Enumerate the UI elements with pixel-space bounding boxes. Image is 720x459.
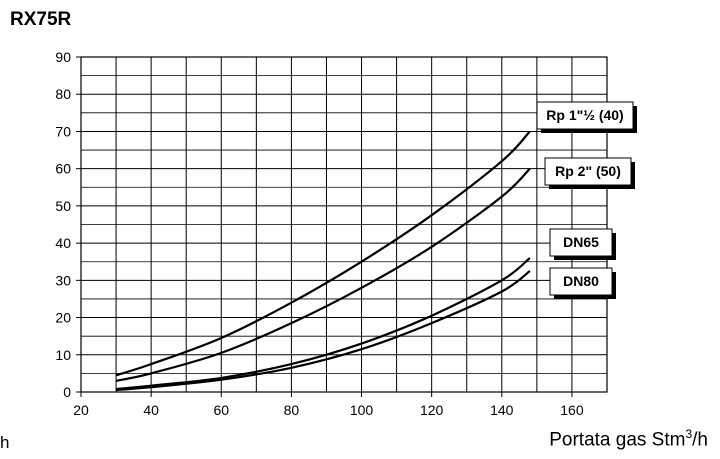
series-label-rp-1-half-40: Rp 1"½ (40) — [546, 107, 623, 123]
x-tick-label: 20 — [73, 402, 89, 418]
y-tick-label: 60 — [55, 161, 71, 177]
series-label-dn65-box — [549, 228, 613, 257]
series-label-dn65: DN65 — [563, 234, 599, 250]
y-tick-label: 90 — [55, 49, 71, 65]
x-tick-label: 60 — [213, 402, 229, 418]
axes: 0 10 20 30 40 50 60 70 80 90 20 40 60 80 100 120 140 160 — [55, 49, 608, 418]
series-label-rp-1-half-40-box — [536, 101, 634, 130]
x-axis-label: Portata gas Stm3/h — [549, 427, 708, 451]
y-tick-label: 20 — [55, 310, 71, 326]
x-axis-label-superscript: 3 — [685, 426, 693, 441]
y-tick-label: 40 — [55, 235, 71, 251]
cropped-text-fragment: h — [0, 433, 10, 452]
series-label-dn80-box — [549, 267, 613, 296]
x-axis-label-unit: /h — [692, 429, 708, 450]
x-tick-label: 120 — [420, 402, 444, 418]
y-tick-label: 70 — [55, 123, 71, 139]
y-tick-label: 0 — [63, 384, 71, 400]
series-line-dn65 — [116, 257, 531, 391]
x-tick-label: 80 — [284, 402, 300, 418]
y-tick-label: 10 — [55, 347, 71, 363]
series-lines — [115, 130, 531, 392]
series-label-rp-2-50-box — [544, 157, 632, 186]
series-line-dn80 — [116, 270, 531, 392]
y-tick-label: 80 — [55, 86, 71, 102]
series-line-rp-2-50 — [115, 167, 531, 382]
y-tick-label: 50 — [55, 198, 71, 214]
series-labels: Rp 1"½ (40) Rp 2" (50) DN65 DN80 — [536, 101, 637, 299]
x-tick-label: 40 — [143, 402, 159, 418]
series-line-rp-1-half-40 — [115, 130, 531, 377]
series-label-rp-2-50: Rp 2" (50) — [555, 163, 621, 179]
x-tick-label: 140 — [490, 402, 514, 418]
chart-title: RX75R — [10, 9, 72, 30]
series-label-dn80: DN80 — [563, 273, 599, 289]
grid — [80, 56, 607, 393]
y-tick-label: 30 — [55, 272, 71, 288]
x-tick-label: 160 — [560, 402, 584, 418]
x-tick-label: 100 — [350, 402, 374, 418]
x-axis-label-text: Portata gas Stm — [549, 429, 686, 450]
plot-frame — [80, 56, 608, 393]
